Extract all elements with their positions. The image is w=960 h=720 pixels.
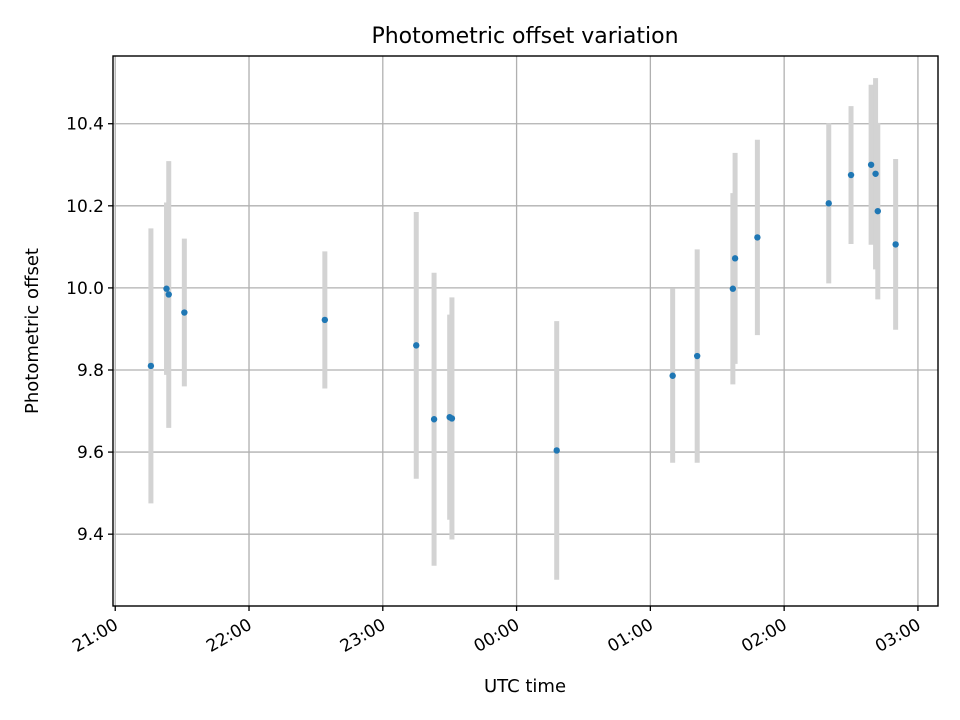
y-tick-label: 10.4 <box>66 115 104 135</box>
data-point <box>669 372 676 379</box>
data-point <box>731 255 739 262</box>
x-tick-label: 23:00 <box>337 615 389 657</box>
y-tick-label: 10.2 <box>66 197 104 217</box>
y-tick-label: 10.0 <box>66 279 104 299</box>
y-tick-label: 9.6 <box>77 443 104 463</box>
ticks: 21:00 22:00 23:00 00:00 01:00 02:00 03:00 9.4 9.… <box>66 115 924 657</box>
x-tick-label: 22:00 <box>203 615 255 657</box>
chart-title: Photometric offset variation <box>371 24 678 49</box>
x-tick-label: 01:00 <box>604 615 656 657</box>
data-point <box>163 285 170 292</box>
y-axis-label: Photometric offset <box>22 248 43 414</box>
data-point <box>165 291 172 298</box>
y-tick-label: 9.8 <box>77 361 104 381</box>
data-point <box>754 234 761 241</box>
data-point <box>430 416 438 423</box>
data-point <box>867 161 875 168</box>
data-point <box>321 316 329 324</box>
data-point <box>448 415 456 422</box>
x-tick-label: 00:00 <box>471 615 523 657</box>
data-point <box>847 171 855 179</box>
x-tick-label: 02:00 <box>738 615 790 657</box>
data-point <box>147 362 155 370</box>
plot-frame <box>112 55 939 607</box>
y-tick-label: 9.4 <box>77 525 104 545</box>
data-point <box>413 342 420 349</box>
data-point <box>729 285 737 292</box>
data-point <box>872 170 879 177</box>
data-point <box>825 200 832 207</box>
data-points <box>147 161 899 454</box>
x-axis-label: UTC time <box>484 676 566 697</box>
data-point <box>874 207 881 215</box>
data-point <box>693 352 701 360</box>
grid <box>113 56 938 606</box>
data-point <box>553 447 560 454</box>
x-tick-label: 03:00 <box>872 615 924 657</box>
data-point <box>181 309 188 316</box>
data-point <box>892 241 899 248</box>
x-tick-label: 21:00 <box>69 615 121 657</box>
